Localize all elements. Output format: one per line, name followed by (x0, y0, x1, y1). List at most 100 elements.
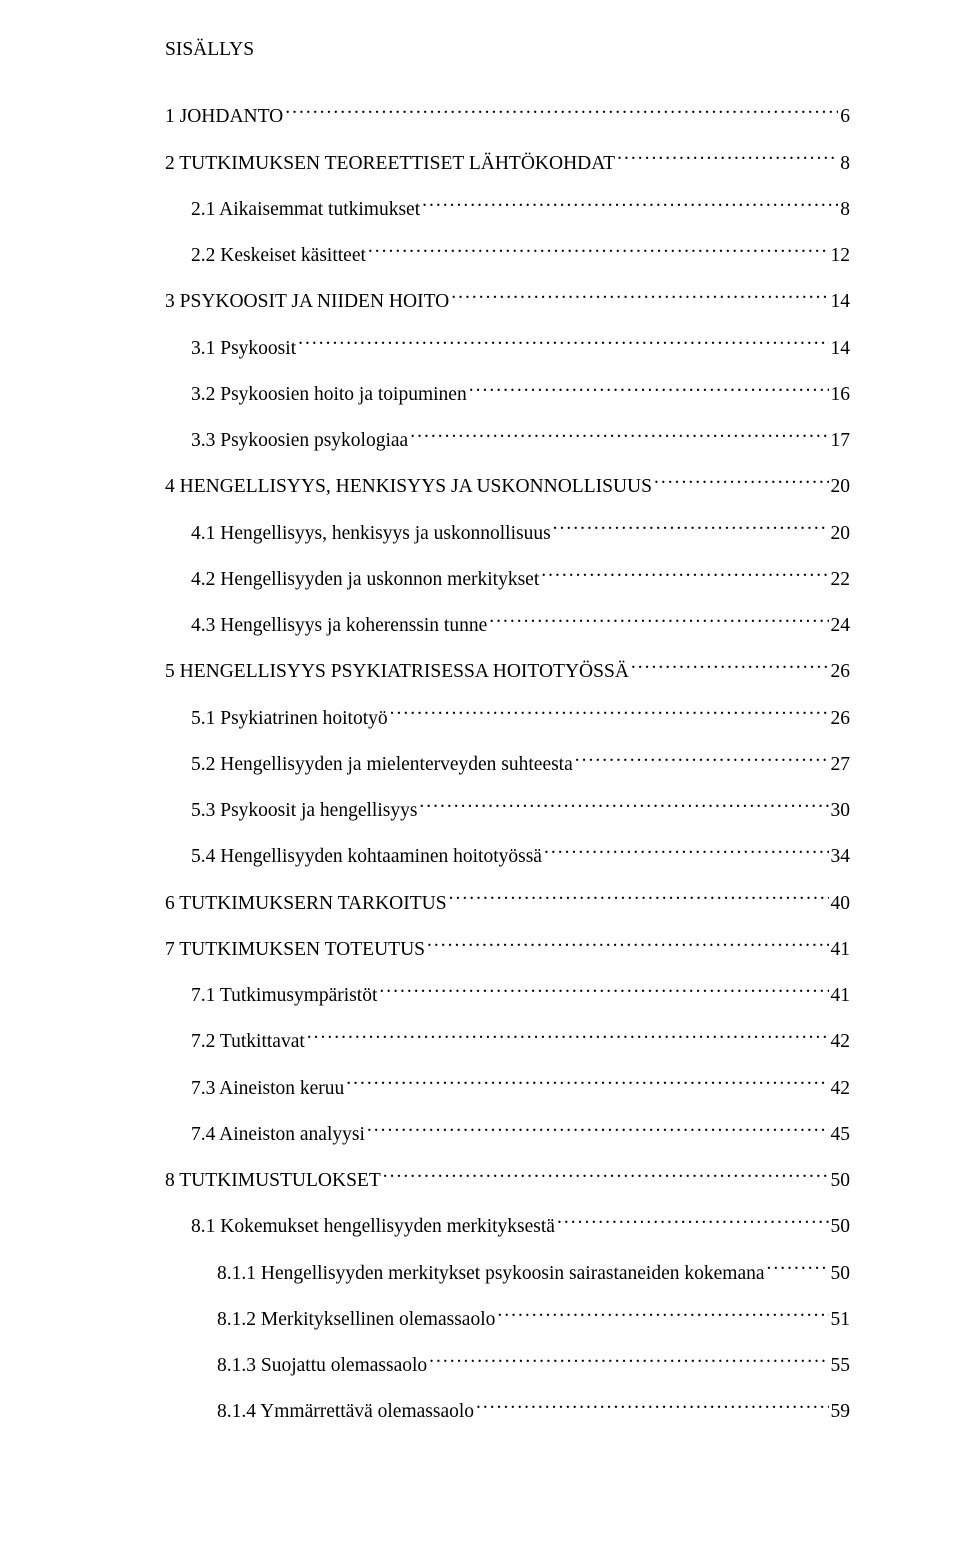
toc-entry: 8.1.3 Suojattu olemassaolo55 (165, 1351, 850, 1380)
toc-entry: 7 TUTKIMUKSEN TOTEUTUS 41 (165, 935, 850, 964)
toc-leader (654, 473, 829, 493)
toc-leader (307, 1028, 829, 1048)
toc-entry-page: 51 (831, 1305, 851, 1334)
toc-entry: 2.1 Aikaisemmat tutkimukset 8 (165, 195, 850, 224)
toc-entry: 7.4 Aineiston analyysi45 (165, 1120, 850, 1149)
toc-entry-page: 16 (831, 380, 851, 409)
toc-entry-page: 26 (831, 657, 851, 686)
toc-title: SISÄLLYS (165, 35, 850, 64)
toc-entry: 5.4 Hengellisyyden kohtaaminen hoitotyös… (165, 842, 850, 871)
toc-leader (553, 519, 829, 539)
toc-entry-page: 22 (831, 565, 851, 594)
toc-entry-label: 1 JOHDANTO (165, 102, 283, 131)
toc-entry: 3 PSYKOOSIT JA NIIDEN HOITO 14 (165, 287, 850, 316)
toc-entry-page: 42 (831, 1027, 851, 1056)
toc-entry: 5.2 Hengellisyyden ja mielenterveyden su… (165, 750, 850, 779)
toc-entry-page: 14 (831, 334, 851, 363)
toc-leader (383, 1167, 829, 1187)
toc-entry: 4.3 Hengellisyys ja koherenssin tunne 24 (165, 611, 850, 640)
toc-entry-label: 5.2 Hengellisyyden ja mielenterveyden su… (191, 750, 573, 779)
toc-leader (541, 565, 828, 585)
toc-entry-label: 4.2 Hengellisyyden ja uskonnon merkityks… (191, 565, 539, 594)
toc-entry: 5.1 Psykiatrinen hoitotyö 26 (165, 704, 850, 733)
toc-entry-label: 3.1 Psykoosit (191, 334, 296, 363)
toc-entry-label: 4.1 Hengellisyys, henkisyys ja uskonnoll… (191, 519, 551, 548)
toc-entry: 8.1.2 Merkityksellinen olemassaolo51 (165, 1305, 850, 1334)
toc-leader (767, 1259, 829, 1279)
toc-entry-page: 24 (831, 611, 851, 640)
toc-leader (631, 658, 829, 678)
toc-entry: 3.1 Psykoosit 14 (165, 334, 850, 363)
toc-entry: 5 HENGELLISYYS PSYKIATRISESSA HOITOTYÖSS… (165, 657, 850, 686)
toc-entry: 3.2 Psykoosien hoito ja toipuminen 16 (165, 380, 850, 409)
toc-entry-label: 7 TUTKIMUKSEN TOTEUTUS (165, 935, 425, 964)
toc-entry-label: 8.1.4 Ymmärrettävä olemassaolo (217, 1397, 474, 1426)
toc-leader (476, 1398, 828, 1418)
toc-leader (427, 935, 828, 955)
toc-entry-page: 34 (831, 842, 851, 871)
toc-entry-page: 8 (840, 195, 850, 224)
toc-entry-page: 6 (840, 102, 850, 131)
toc-entry-page: 42 (831, 1074, 851, 1103)
toc-leader (379, 982, 828, 1002)
toc-entry-page: 50 (831, 1259, 851, 1288)
toc-entry-page: 26 (831, 704, 851, 733)
toc-entry-page: 14 (831, 287, 851, 316)
toc-entry-page: 59 (831, 1397, 851, 1426)
toc-entry-page: 50 (831, 1166, 851, 1195)
toc-leader (449, 889, 829, 909)
toc-entry-label: 5 HENGELLISYYS PSYKIATRISESSA HOITOTYÖSS… (165, 657, 629, 686)
toc-leader (429, 1352, 828, 1372)
toc-entry-label: 7.1 Tutkimusympäristöt (191, 981, 377, 1010)
toc-entry-label: 8.1 Kokemukset hengellisyyden merkitykse… (191, 1212, 555, 1241)
toc-entry-page: 27 (831, 750, 851, 779)
toc-entry-page: 40 (831, 889, 851, 918)
toc-container: 1 JOHDANTO 6 2 TUTKIMUKSEN TEOREETTISET LÄ… (165, 102, 850, 1426)
toc-entry-page: 8 (840, 149, 850, 178)
toc-entry-label: 4 HENGELLISYYS, HENKISYYS JA USKONNOLLIS… (165, 472, 652, 501)
toc-entry-label: 2 TUTKIMUKSEN TEOREETTISET LÄHTÖKOHDAT (165, 149, 615, 178)
toc-entry: 4.2 Hengellisyyden ja uskonnon merkityks… (165, 565, 850, 594)
toc-leader (367, 1120, 829, 1140)
toc-leader (390, 704, 829, 724)
toc-leader (617, 149, 838, 169)
toc-entry: 4 HENGELLISYYS, HENKISYYS JA USKONNOLLIS… (165, 472, 850, 501)
toc-entry-page: 41 (831, 981, 851, 1010)
toc-leader (544, 843, 829, 863)
toc-entry-page: 30 (831, 796, 851, 825)
toc-entry-label: 3.2 Psykoosien hoito ja toipuminen (191, 380, 467, 409)
toc-leader (422, 195, 838, 215)
toc-entry-page: 45 (831, 1120, 851, 1149)
toc-leader (469, 380, 829, 400)
toc-entry: 5.3 Psykoosit ja hengellisyys30 (165, 796, 850, 825)
toc-entry-page: 17 (831, 426, 851, 455)
toc-entry-label: 5.4 Hengellisyyden kohtaaminen hoitotyös… (191, 842, 542, 871)
toc-entry-label: 3 PSYKOOSIT JA NIIDEN HOITO (165, 287, 449, 316)
toc-entry: 7.1 Tutkimusympäristöt 41 (165, 981, 850, 1010)
toc-entry: 2.2 Keskeiset käsitteet12 (165, 241, 850, 270)
toc-entry-label: 8 TUTKIMUSTULOKSET (165, 1166, 381, 1195)
toc-entry-page: 20 (831, 519, 851, 548)
toc-entry: 8.1 Kokemukset hengellisyyden merkitykse… (165, 1212, 850, 1241)
toc-entry-label: 2.1 Aikaisemmat tutkimukset (191, 195, 420, 224)
toc-entry-label: 4.3 Hengellisyys ja koherenssin tunne (191, 611, 487, 640)
toc-entry-label: 7.2 Tutkittavat (191, 1027, 305, 1056)
toc-entry: 8 TUTKIMUSTULOKSET 50 (165, 1166, 850, 1195)
toc-entry-label: 5.1 Psykiatrinen hoitotyö (191, 704, 388, 733)
toc-entry: 6 TUTKIMUKSERN TARKOITUS 40 (165, 889, 850, 918)
toc-entry-page: 50 (831, 1212, 851, 1241)
toc-entry-label: 8.1.3 Suojattu olemassaolo (217, 1351, 427, 1380)
toc-entry-label: 6 TUTKIMUKSERN TARKOITUS (165, 889, 447, 918)
toc-entry-label: 8.1.1 Hengellisyyden merkitykset psykoos… (217, 1259, 765, 1288)
toc-leader (497, 1305, 828, 1325)
toc-entry: 7.3 Aineiston keruu 42 (165, 1074, 850, 1103)
toc-leader (410, 427, 828, 447)
toc-entry: 8.1.4 Ymmärrettävä olemassaolo 59 (165, 1397, 850, 1426)
toc-entry: 7.2 Tutkittavat 42 (165, 1027, 850, 1056)
toc-leader (451, 288, 828, 308)
toc-entry: 8.1.1 Hengellisyyden merkitykset psykoos… (165, 1259, 850, 1288)
toc-leader (557, 1213, 829, 1233)
toc-entry-label: 7.3 Aineiston keruu (191, 1074, 344, 1103)
toc-entry-page: 41 (831, 935, 851, 964)
toc-leader (285, 103, 838, 123)
